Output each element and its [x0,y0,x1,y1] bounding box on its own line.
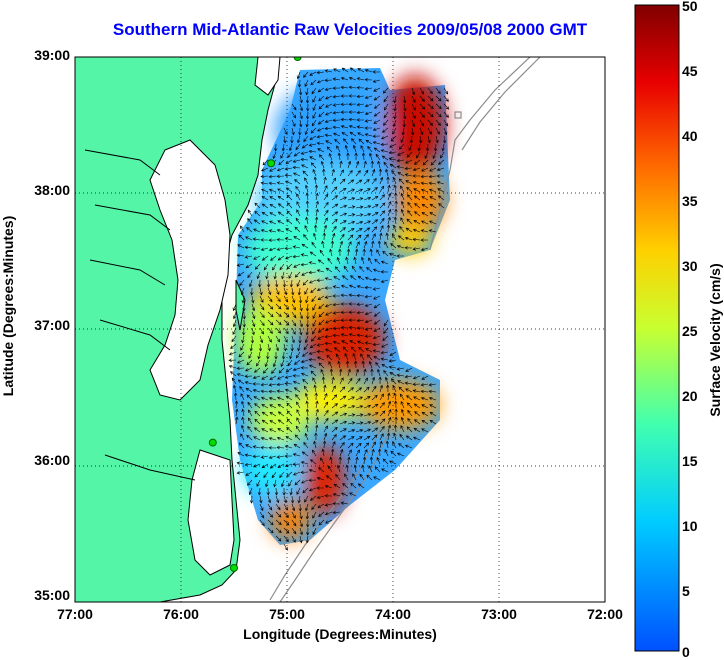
lon-tick: 77:00 [57,606,93,622]
station-marker [293,57,302,61]
bathymetry-contours [269,57,541,602]
lat-tick: 35:00 [34,587,70,603]
station-marker [267,159,276,168]
lon-tick: 76:00 [163,606,199,622]
lon-tick: 75:00 [269,606,305,622]
velocity-vectors [228,67,450,551]
lat-tick: 38:00 [34,182,70,198]
colorbar [634,4,680,652]
colorbar-tick: 10 [682,518,698,534]
colorbar-tick: 45 [682,63,698,79]
colorbar-tick: 30 [682,258,698,274]
colorbar-tick: 50 [682,0,698,14]
hf-radar-stations [208,57,302,572]
station-marker [230,563,238,572]
lat-tick: 37:00 [34,317,70,333]
map-frame [74,56,606,603]
colorbar-tick: 25 [682,323,698,339]
colorbar-tick: 0 [682,644,690,660]
lon-tick: 73:00 [481,606,517,622]
map-grid [75,57,605,602]
colorbar-tick: 15 [682,453,698,469]
colorbar-tick: 35 [682,193,698,209]
velocity-arrow-set [228,67,450,551]
colorbar-tick: 40 [682,128,698,144]
longitude-axis-label: Longitude (Degrees:Minutes) [243,626,437,642]
lat-tick: 36:00 [34,452,70,468]
station-marker [208,438,217,447]
lon-tick: 74:00 [375,606,411,622]
colorbar-tick: 20 [682,388,698,404]
plot-title: Southern Mid-Atlantic Raw Velocities 200… [112,20,588,39]
lat-tick: 39:00 [34,47,70,63]
colorbar-tick: 5 [682,583,690,599]
lon-tick: 72:00 [587,606,623,622]
